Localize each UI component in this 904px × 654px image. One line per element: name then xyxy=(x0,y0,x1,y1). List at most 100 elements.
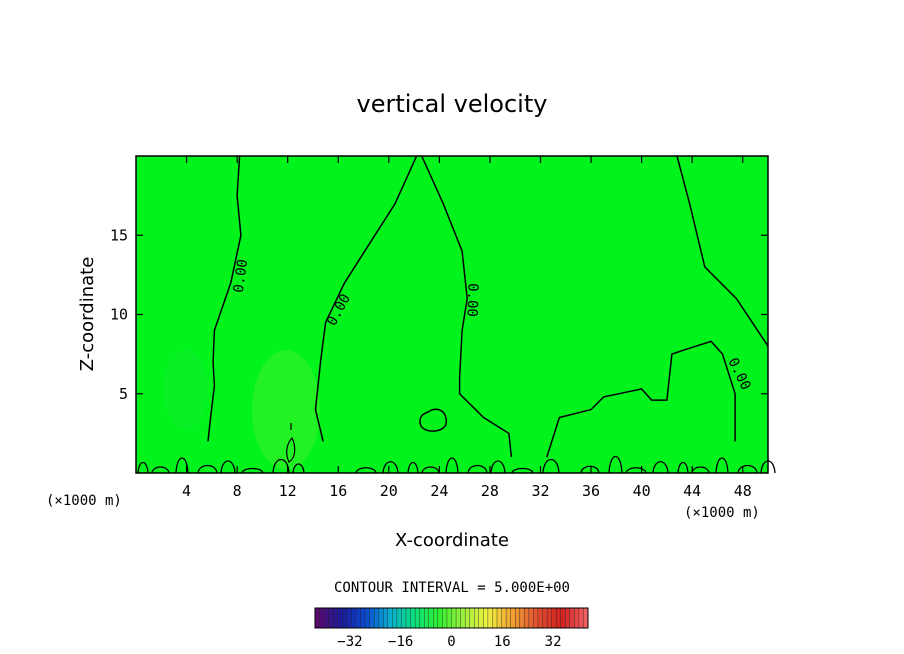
colorbar-swatch xyxy=(496,607,503,629)
colorbar-swatch xyxy=(519,607,525,629)
x-tick-label: 40 xyxy=(633,482,651,500)
colorbar-swatch xyxy=(492,607,498,629)
colorbar-tick-label: 32 xyxy=(545,634,562,650)
contour-line-1 xyxy=(207,155,242,442)
colorbar-swatch xyxy=(378,607,384,629)
heatmap-weak-patch xyxy=(164,350,208,430)
y-tick-label: 10 xyxy=(110,306,128,324)
colorbar-swatch xyxy=(524,607,530,629)
colorbar-swatch xyxy=(314,607,321,629)
colorbar-swatch xyxy=(355,607,362,629)
colorbar-swatch xyxy=(401,607,407,629)
contour-line-3 xyxy=(421,155,513,458)
colorbar-swatch xyxy=(510,607,516,629)
colorbar-swatch xyxy=(351,607,357,629)
colorbar-tick-label: 16 xyxy=(494,634,511,650)
colorbar-swatch xyxy=(515,607,521,629)
colorbar-swatch xyxy=(574,607,580,629)
colorbar-swatch xyxy=(369,607,375,629)
colorbar-swatch xyxy=(455,607,462,629)
colorbar-swatch xyxy=(364,607,371,629)
x-axis-label: X-coordinate xyxy=(395,530,509,551)
colorbar-swatch xyxy=(560,607,566,629)
colorbar-swatch xyxy=(565,607,571,629)
colorbar-swatch xyxy=(346,607,352,629)
contour-bubble xyxy=(419,408,447,432)
colorbar-swatch xyxy=(419,607,425,629)
colorbar-tick-label: −32 xyxy=(337,634,362,650)
colorbar-swatch xyxy=(433,607,439,629)
colorbar-tick-label: 0 xyxy=(447,634,455,650)
colorbar-swatch xyxy=(392,607,398,629)
y-tick-label: 15 xyxy=(110,226,128,244)
colorbar-swatch xyxy=(337,607,343,629)
colorbar-swatch xyxy=(396,607,402,629)
x-tick-label: 36 xyxy=(582,482,600,500)
plot-area: 0.000.00 0.000.00 xyxy=(135,155,776,474)
contour-line-4 xyxy=(676,155,769,347)
colorbar-swatch xyxy=(333,607,339,629)
colorbar-swatch xyxy=(451,607,457,629)
colorbar-swatch xyxy=(483,607,489,629)
colorbar-swatch xyxy=(474,607,480,629)
colorbar-swatch xyxy=(424,607,430,629)
x-tick-label: 4 xyxy=(182,482,191,500)
colorbar-swatch xyxy=(469,607,475,629)
colorbar-ticks: −32 −16 0 16 32 xyxy=(337,634,561,650)
colorbar-swatch xyxy=(505,607,512,629)
colorbar-swatch xyxy=(442,607,448,629)
colorbar-swatch xyxy=(528,607,534,629)
colorbar-swatch xyxy=(546,607,553,629)
contour-label-1: 0.00 xyxy=(231,258,252,294)
colorbar-swatch xyxy=(328,607,334,629)
colorbar-swatch xyxy=(387,607,393,629)
colorbar-swatch xyxy=(437,607,443,629)
contour-lines xyxy=(207,155,769,458)
y-tick-label: 5 xyxy=(119,385,128,403)
near-surface-contours xyxy=(137,455,776,474)
colorbar-swatch xyxy=(487,607,493,629)
colorbar-swatch xyxy=(405,607,412,629)
contour-line-5 xyxy=(546,340,736,458)
colorbar-swatch xyxy=(551,607,557,629)
colorbar-swatch xyxy=(414,607,421,629)
colorbar-swatch xyxy=(410,607,416,629)
x-tick-label: 32 xyxy=(531,482,549,500)
colorbar-frame xyxy=(314,607,589,629)
y-axis-label: Z-coordinate xyxy=(77,257,98,372)
colorbar-swatch xyxy=(478,607,484,629)
colorbar-swatch xyxy=(533,607,539,629)
chart-title: vertical velocity xyxy=(357,90,548,118)
contour-label-3: 0.00 xyxy=(463,283,480,317)
heatmap-field xyxy=(136,156,768,473)
x-unit-right: (×1000 m) xyxy=(684,505,760,521)
y-axis-ticks: 5 10 15 xyxy=(110,226,768,403)
colorbar-swatch xyxy=(373,607,380,629)
colorbar-swatch xyxy=(569,607,575,629)
colorbar-swatch xyxy=(383,607,389,629)
colorbar-tick-label: −16 xyxy=(388,634,413,650)
colorbar-swatch xyxy=(464,607,471,629)
x-tick-label: 28 xyxy=(481,482,499,500)
contour-line-2 xyxy=(314,155,418,442)
x-tick-label: 16 xyxy=(329,482,347,500)
heatmap-updraft-patch xyxy=(252,350,320,470)
colorbar-swatch xyxy=(319,607,325,629)
colorbar xyxy=(314,607,589,629)
x-tick-label: 20 xyxy=(380,482,398,500)
colorbar-swatch xyxy=(428,607,434,629)
colorbar-swatch xyxy=(537,607,544,629)
colorbar-swatch xyxy=(578,607,584,629)
colorbar-swatch xyxy=(323,607,330,629)
x-tick-label: 24 xyxy=(430,482,448,500)
x-axis-ticks: 4 8 12 16 20 24 28 32 36 40 44 48 xyxy=(182,156,752,500)
colorbar-swatch xyxy=(542,607,548,629)
x-tick-label: 44 xyxy=(683,482,701,500)
colorbar-swatch xyxy=(501,607,507,629)
colorbar-swatch xyxy=(342,607,348,629)
x-tick-label: 12 xyxy=(279,482,297,500)
x-tick-label: 48 xyxy=(734,482,752,500)
colorbar-title: CONTOUR INTERVAL = 5.000E+00 xyxy=(334,580,570,596)
x-unit-left: (×1000 m) xyxy=(46,493,122,509)
